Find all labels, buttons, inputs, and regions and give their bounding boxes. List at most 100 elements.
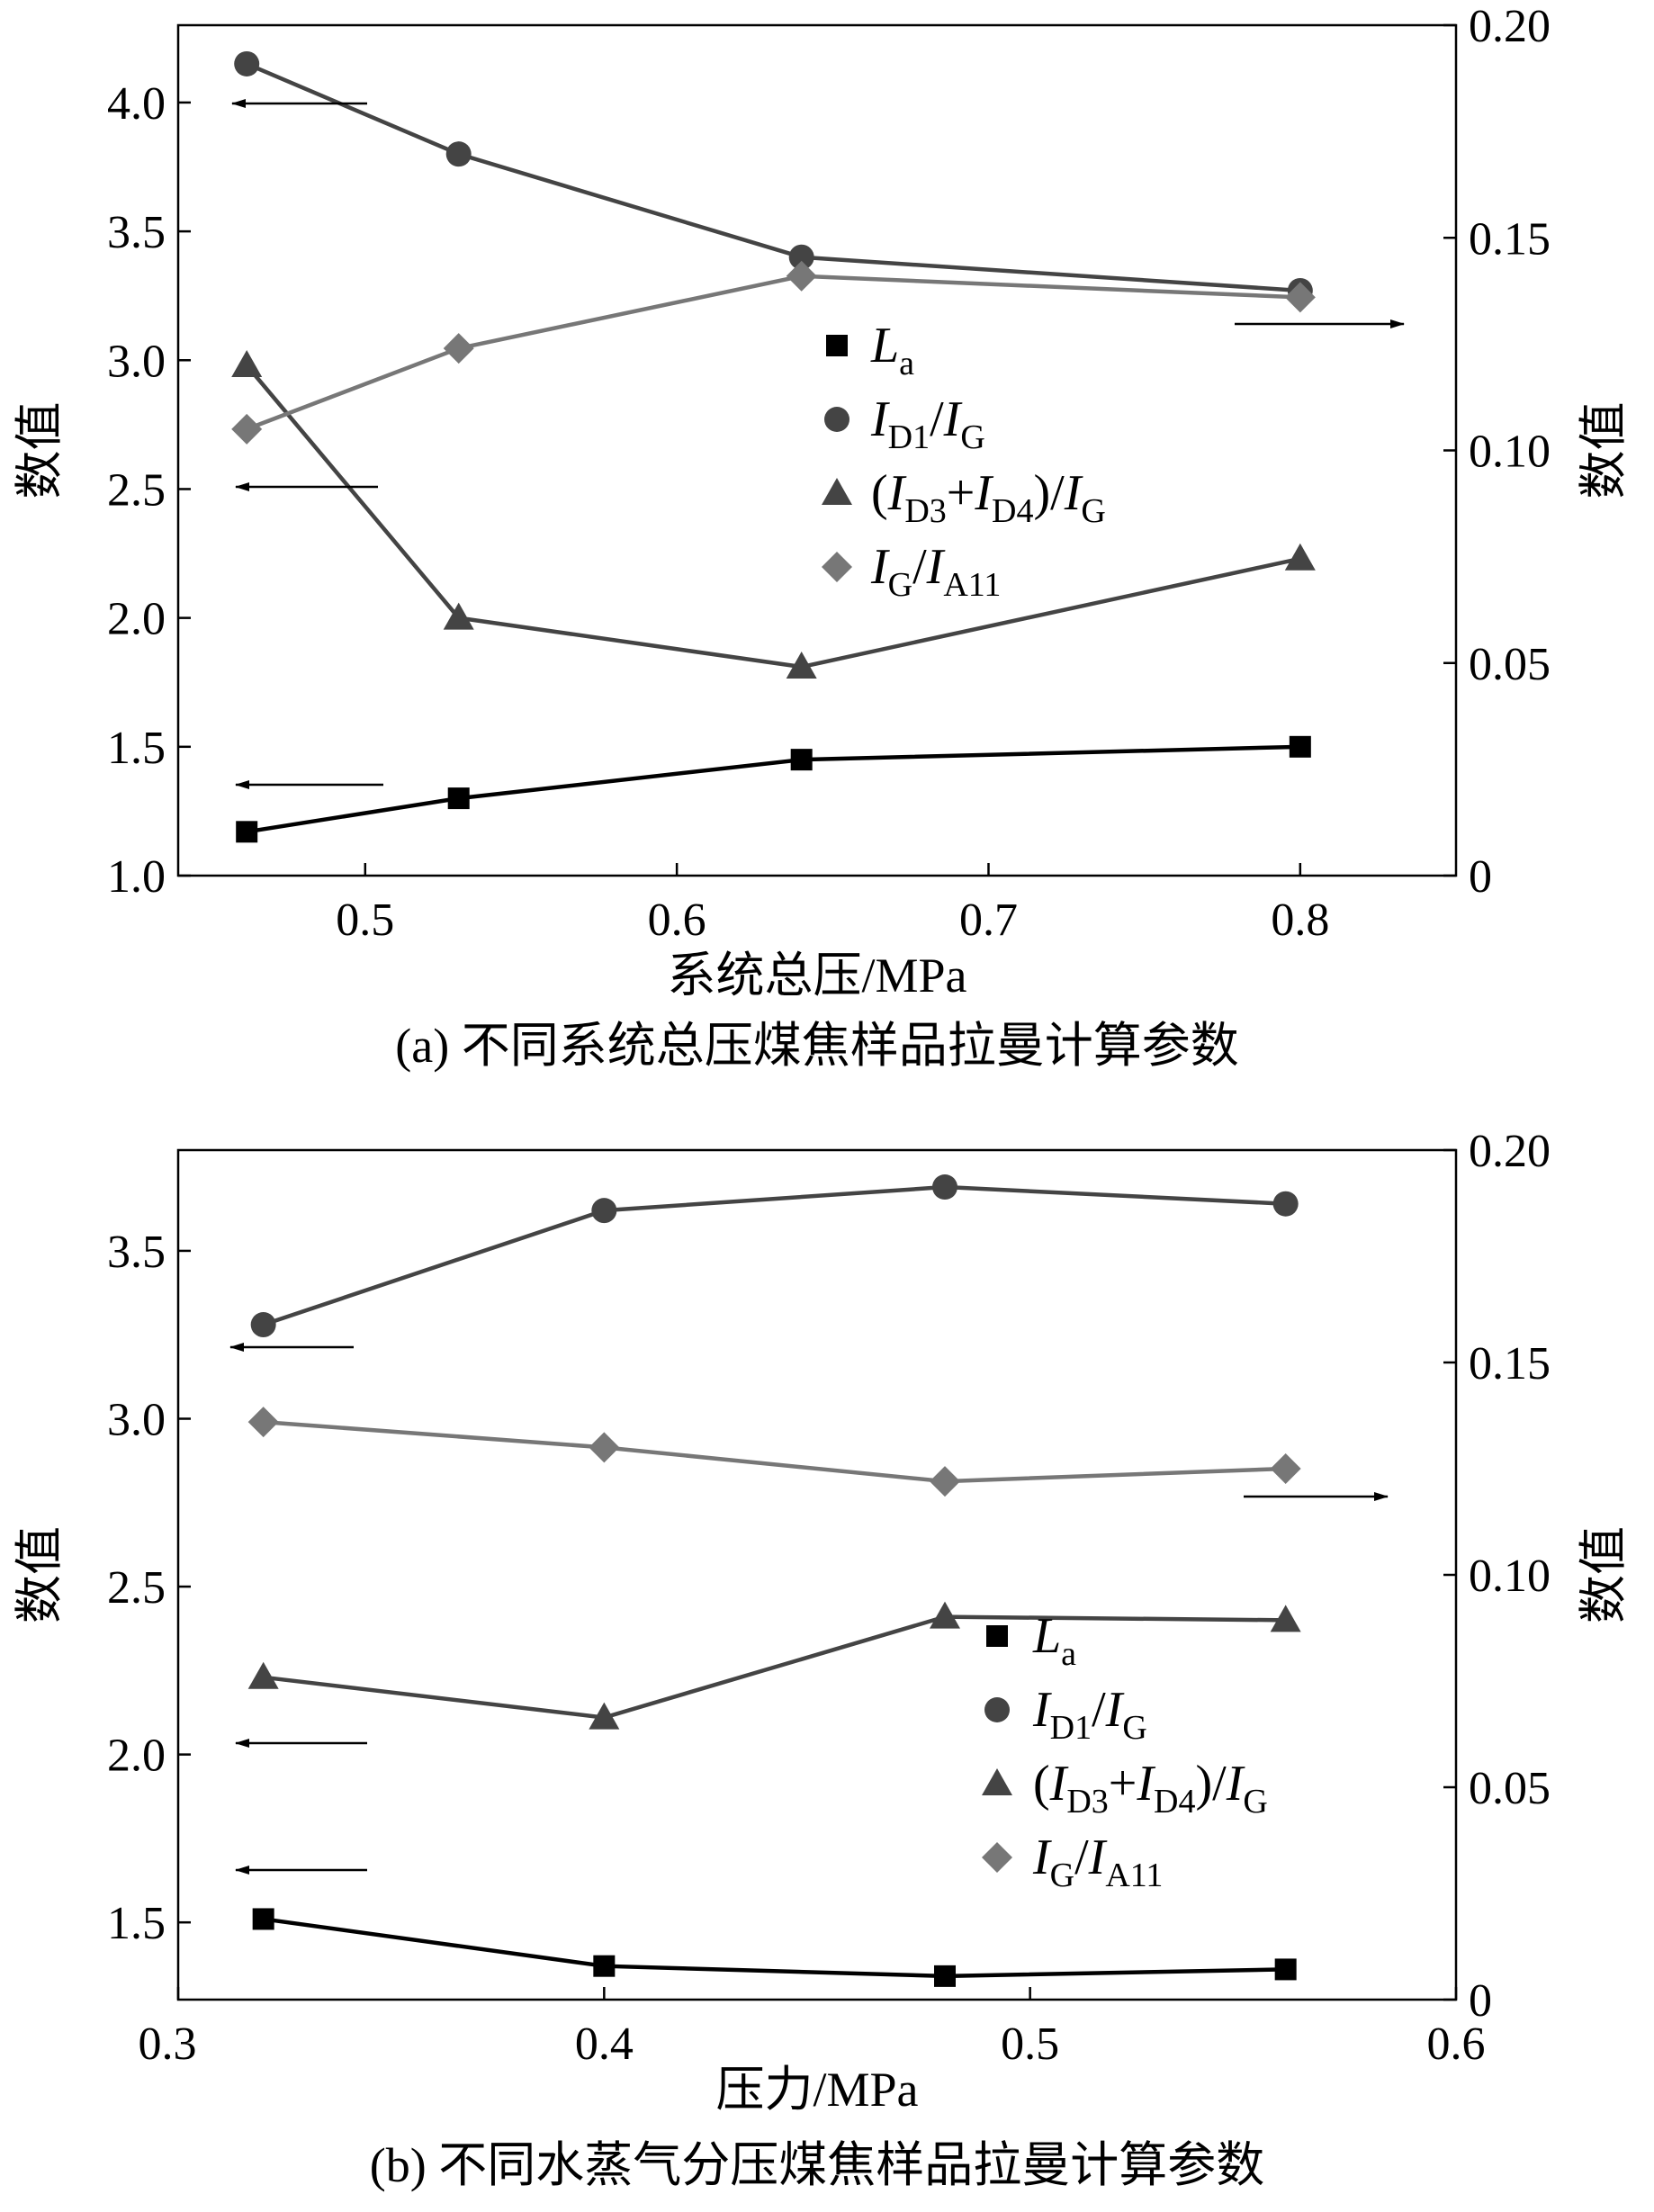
legend-marker-2 [982,1768,1012,1795]
legend-marker-0 [986,1625,1008,1647]
y-right-axis-title: 数值 [1577,402,1631,499]
y-left-tick-label: 2.0 [107,594,166,645]
legend: La ID1/IG (ID3+ID4)/IG IG/IA11 [982,1608,1268,1894]
data-point-s1-0 [234,50,260,76]
series-line-0 [263,1917,1286,1979]
legend-label-3: IG/IA11 [1032,1830,1163,1894]
data-point-s0-3 [1274,1958,1297,1981]
x-tick-label: 0.5 [1001,2019,1059,2070]
y-left-tick-label: 3.5 [107,1227,166,1278]
y-left-tick-label: 2.5 [107,1562,166,1614]
data-point-s3-3 [1284,282,1316,313]
series-line-3 [263,1419,1286,1484]
data-point-s1-2 [932,1174,957,1200]
data-point-s0-0 [252,1908,274,1930]
y-left-tick-label: 2.5 [107,464,166,516]
x-tick-label: 0.5 [336,895,394,946]
y-left-tick-label: 1.5 [107,723,166,774]
data-point-s0-1 [447,787,470,810]
data-point-s2-2 [786,652,817,679]
figure-caption: (a) 不同系统总压煤焦样品拉曼计算参数 [395,1019,1238,1073]
y-right-tick-label: 0 [1469,1975,1492,2027]
figure-caption: (b) 不同水蒸气分压煤焦样品拉曼计算参数 [370,2138,1264,2192]
data-point-s2-3 [1284,543,1316,571]
y-left-tick-label: 1.0 [107,851,166,903]
series-line-2 [263,1614,1286,1720]
legend-label-3: IG/IA11 [870,539,1001,604]
legend-marker-0 [826,335,848,356]
legend-marker-1 [984,1697,1010,1722]
legend-marker-3 [822,552,852,582]
plot-frame [176,1148,1458,2001]
data-point-s1-1 [591,1198,617,1224]
x-tick-label: 0.4 [575,2019,634,2070]
data-point-s3-1 [443,333,474,364]
legend-label-2: (ID3+ID4)/IG [1033,1756,1268,1821]
data-point-s3-0 [231,413,263,445]
legend-label-1: ID1/IG [1032,1682,1147,1747]
y-left-tick-label: 3.0 [107,336,166,387]
y-right-tick-label: 0.20 [1469,1,1551,52]
y-left-tick-label: 3.0 [107,1394,166,1445]
series-line-3 [246,274,1300,431]
data-point-s3-1 [589,1432,620,1463]
data-point-s0-3 [1289,735,1311,758]
y-right-axis-title: 数值 [1577,1526,1631,1623]
chart-panel-b: 0.3 0.4 0.5 0.6 1.5 2.0 2.5 3.0 3.5 0 0.05 0.10 0.15… [13,1126,1631,2192]
data-point-s2-0 [247,1661,279,1689]
data-point-s0-1 [593,1955,616,1977]
data-point-s1-0 [250,1312,276,1338]
data-point-s2-1 [589,1702,620,1730]
y-right-tick-label: 0.05 [1469,1763,1551,1814]
data-point-s2-0 [231,350,263,377]
x-tick-label: 0.6 [648,895,706,946]
y-left-axis-title: 数值 [13,402,67,499]
data-point-s2-2 [930,1601,960,1629]
data-point-s1-1 [445,141,472,167]
y-right-tick-label: 0.15 [1469,213,1551,265]
series-line-2 [245,364,1301,670]
legend: La ID1/IG (ID3+ID4)/IG IG/IA11 [822,318,1106,604]
legend-label-0: La [1032,1608,1076,1673]
data-point-s2-3 [1270,1605,1301,1632]
data-point-s1-3 [1272,1191,1299,1217]
data-point-s2-1 [443,602,474,630]
y-left-tick-label: 4.0 [107,78,166,130]
y-left-tick-label: 1.5 [107,1898,166,1949]
y-right-tick-label: 0.10 [1469,1551,1551,1602]
data-point-s3-0 [247,1407,279,1438]
x-axis-title: 系统总压/MPa [667,949,966,1003]
data-point-s0-2 [934,1965,956,1987]
series-line-1 [246,61,1300,293]
data-point-s1-2 [788,244,814,270]
y-right-tick-label: 0.05 [1469,639,1551,690]
y-right-tick-label: 0.15 [1469,1338,1551,1389]
x-tick-label: 0.3 [139,2019,197,2070]
y-left-axis-title: 数值 [13,1526,67,1623]
series-line-1 [262,1184,1286,1327]
legend-marker-2 [822,478,852,505]
x-tick-label: 0.8 [1271,895,1329,946]
data-point-s0-2 [790,749,813,771]
y-left-tick-label: 3.5 [107,207,166,258]
data-point-s3-3 [1270,1453,1301,1484]
y-right-tick-label: 0 [1469,851,1492,903]
legend-label-2: (ID3+ID4)/IG [871,465,1106,530]
data-point-s3-2 [930,1466,960,1497]
x-tick-label: 0.7 [959,895,1018,946]
chart-panel-a: 0.5 0.6 0.7 0.8 1.0 1.5 2.0 2.5 3.0 3.5 4.0 0 0.05 0.… [13,1,1631,1073]
y-right-tick-label: 0.10 [1469,427,1551,478]
legend-marker-3 [982,1842,1012,1873]
y-left-tick-label: 2.0 [107,1731,166,1782]
y-right-tick-label: 0.20 [1469,1126,1551,1177]
data-point-s0-0 [236,821,258,843]
legend-label-1: ID1/IG [870,391,985,456]
x-axis-title: 压力/MPa [715,2063,918,2117]
legend-label-0: La [870,318,914,382]
series-line-0 [246,744,1300,834]
data-point-s3-2 [786,260,817,292]
x-tick-label: 0.6 [1427,2019,1486,2070]
legend-marker-1 [824,407,849,432]
